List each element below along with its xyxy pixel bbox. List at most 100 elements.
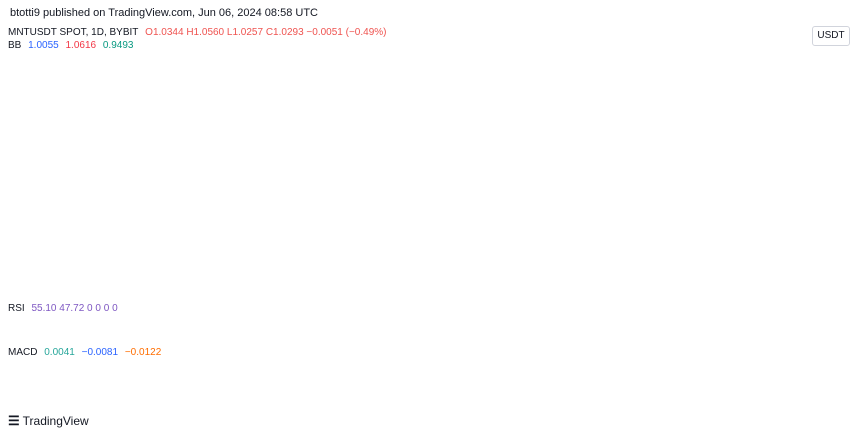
macd-histogram-bar: [685, 370, 690, 372]
candle-body: [527, 126, 531, 136]
candle-body: [613, 161, 618, 167]
candle-body: [570, 138, 574, 146]
candle-body: [76, 244, 80, 250]
price-tick-label: 0.8000: [813, 197, 842, 208]
macd-histogram-bar: [623, 370, 627, 372]
candle-body: [421, 76, 425, 82]
candle-body: [714, 154, 718, 158]
macd-histogram-bar: [666, 370, 670, 371]
candle-body: [263, 166, 267, 172]
candle-body: [200, 235, 205, 240]
macd-histogram-bar: [248, 368, 253, 371]
candle-body: [589, 150, 594, 155]
candle-body: [652, 147, 656, 153]
macd-histogram-bar: [71, 371, 75, 372]
candle-body: [753, 146, 757, 165]
candle-body: [301, 164, 305, 167]
candle-body: [224, 199, 229, 207]
candle-body: [191, 242, 195, 245]
macd-histogram-bar: [138, 371, 142, 373]
candle-body: [618, 157, 622, 162]
macd-histogram-bar: [128, 371, 133, 372]
price-tick-label: 1.0000: [813, 150, 842, 161]
macd-histogram-bar: [340, 371, 344, 372]
macd-histogram-bar: [642, 369, 646, 371]
rsi-tick-label: 40.00: [813, 325, 837, 336]
macd-histogram-bar: [23, 370, 27, 371]
macd-histogram-bar: [311, 370, 315, 372]
legend-symbol-row: MNTUSDT SPOT, 1D, BYBIT O1.0344 H1.0560 …: [8, 27, 390, 38]
price-tick-label: 1.2000: [813, 103, 842, 114]
candle-body: [719, 157, 723, 159]
macd-histogram-bar: [13, 370, 17, 372]
legend-bb-label: BB: [8, 40, 22, 51]
macd-histogram-bar: [76, 371, 80, 372]
candle-body: [109, 211, 113, 214]
macd-histogram-bar: [503, 371, 507, 377]
macd-histogram-bar: [321, 370, 325, 371]
candle-body: [272, 164, 277, 170]
macd-histogram-bar: [258, 367, 262, 371]
candle-body: [561, 140, 565, 148]
macd-histogram-bar: [402, 367, 406, 371]
macd-histogram-bar: [220, 368, 224, 371]
legend-bb-lower: 0.9493: [102, 40, 134, 51]
macd-histogram-bar: [714, 370, 718, 371]
macd-histogram-bar: [426, 363, 430, 371]
price-tick-label: 0.5000: [813, 268, 842, 279]
candle-body: [335, 135, 339, 141]
macd-histogram-bar: [652, 369, 656, 371]
candle-body: [100, 202, 104, 207]
currency-button[interactable]: USDT: [812, 26, 850, 46]
legend-rsi-label: RSI: [8, 303, 25, 314]
candle-body: [253, 178, 257, 188]
macd-histogram-bar: [100, 367, 104, 371]
macd-histogram-bar: [589, 371, 594, 372]
candle-body: [734, 157, 738, 160]
time-tick-label: 2024: [0, 392, 22, 403]
macd-histogram-bar: [8, 371, 12, 372]
macd-histogram-bar: [181, 371, 185, 374]
macd-histogram-bar: [157, 371, 161, 374]
macd-histogram-bar: [734, 370, 738, 372]
candle-body: [503, 112, 507, 120]
candle-body: [220, 204, 224, 207]
candle-body: [532, 135, 536, 143]
macd-histogram-bar: [85, 369, 89, 371]
candle-body: [676, 157, 680, 160]
macd-histogram-bar: [18, 370, 22, 372]
candle-body: [465, 64, 469, 80]
candle-body: [85, 202, 89, 240]
macd-histogram-bar: [167, 371, 171, 374]
time-tick-label: 16: [365, 392, 377, 403]
candle-body: [743, 158, 747, 162]
candle-body: [248, 187, 253, 198]
macd-histogram-bar: [369, 371, 373, 377]
macd-histogram-bar: [513, 371, 517, 375]
macd-histogram-bar: [421, 363, 425, 371]
candle-body: [292, 159, 296, 162]
tradingview-logo: ☰ TradingView: [8, 413, 89, 429]
macd-histogram-bar: [114, 369, 118, 371]
candle-body: [215, 204, 219, 212]
macd-histogram-bar: [56, 370, 60, 371]
time-tick-label: 16: [658, 392, 670, 403]
time-tick-label: Apr: [440, 392, 456, 403]
macd-histogram-bar: [61, 370, 65, 372]
candle-body: [594, 154, 598, 158]
macd-histogram-bar: [148, 371, 152, 374]
candle-body: [128, 221, 133, 226]
candle-body: [239, 204, 243, 210]
macd-histogram-bar: [546, 371, 550, 377]
candle-body: [541, 150, 546, 160]
macd-histogram-bar: [748, 371, 752, 372]
candle-body: [378, 197, 382, 203]
macd-histogram-bar: [633, 369, 637, 371]
macd-histogram-bar: [210, 369, 214, 371]
macd-histogram-bar: [200, 371, 205, 372]
candle-body: [700, 154, 704, 158]
candle-body: [18, 249, 22, 255]
candle-body: [157, 239, 161, 245]
macd-histogram-bar: [359, 371, 363, 376]
